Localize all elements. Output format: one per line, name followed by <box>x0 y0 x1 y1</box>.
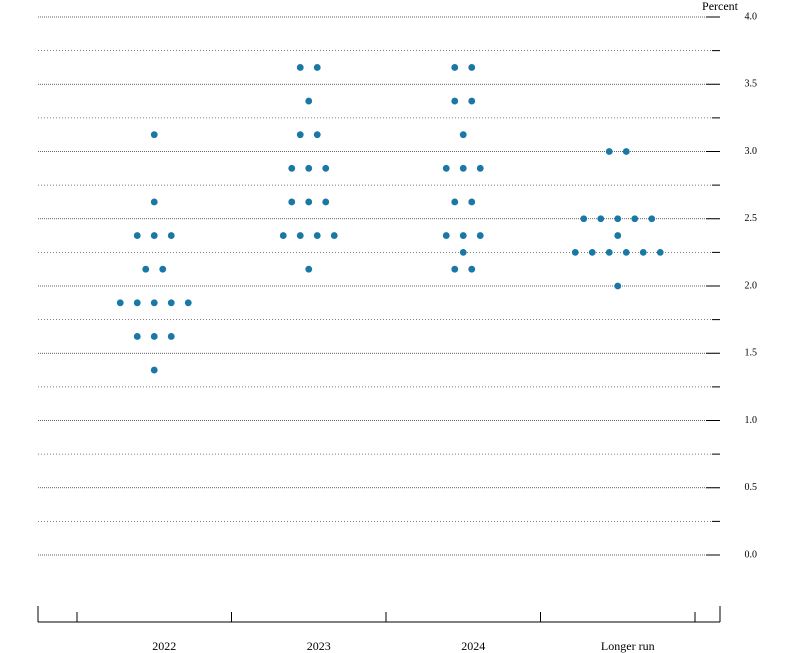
dot <box>313 232 321 239</box>
y-tick-label: 2.0 <box>745 280 758 291</box>
x-tick-label: Longer run <box>601 639 655 653</box>
dot <box>468 198 476 206</box>
y-tick-label: 3.5 <box>745 79 758 90</box>
dot <box>588 248 596 256</box>
dot <box>313 131 321 139</box>
dot <box>133 333 141 340</box>
dot <box>459 164 467 172</box>
x-tick-label: 2022 <box>152 639 176 653</box>
dot <box>305 97 313 105</box>
dot <box>116 299 124 307</box>
dot <box>133 299 141 307</box>
y-tick-label: 3.0 <box>745 146 758 157</box>
dot <box>150 333 158 340</box>
dot <box>476 164 484 172</box>
dot <box>605 148 613 155</box>
dot <box>459 232 467 239</box>
y-tick-label: 1.0 <box>745 415 758 426</box>
dot <box>622 248 630 256</box>
dot <box>279 232 287 239</box>
dot <box>305 198 313 206</box>
y-tick-label: 0.0 <box>745 549 758 560</box>
y-tick-label: 2.5 <box>745 213 758 224</box>
dot <box>459 131 467 139</box>
dot <box>451 265 459 273</box>
dot <box>305 265 313 273</box>
dot <box>459 248 467 256</box>
y-axis-label: Percent <box>702 0 739 13</box>
y-tick-label: 1.5 <box>745 348 758 359</box>
x-tick-label: 2023 <box>307 639 331 653</box>
x-tick-label: 2024 <box>461 639 485 653</box>
dot <box>614 282 622 290</box>
dot <box>142 265 150 273</box>
dot <box>639 248 647 256</box>
dot <box>468 97 476 105</box>
dot <box>296 64 304 71</box>
dot <box>296 131 304 139</box>
dot <box>451 64 459 71</box>
dot <box>656 248 664 256</box>
dot <box>288 164 296 172</box>
dot <box>468 265 476 273</box>
dot <box>631 215 639 223</box>
dot <box>614 215 622 223</box>
dot <box>305 164 313 172</box>
dot <box>442 164 450 172</box>
dot <box>468 64 476 71</box>
dot <box>597 215 605 223</box>
dot <box>648 215 656 223</box>
dot <box>476 232 484 239</box>
dot <box>159 265 167 273</box>
dot <box>296 232 304 239</box>
dot <box>322 198 330 206</box>
dot <box>184 299 192 307</box>
dot <box>330 232 338 239</box>
dot <box>133 232 141 239</box>
dot <box>288 198 296 206</box>
dot <box>150 366 158 374</box>
dot <box>322 164 330 172</box>
dot <box>442 232 450 239</box>
dot <box>614 232 622 239</box>
dot <box>150 198 158 206</box>
dot <box>451 97 459 105</box>
dot <box>313 64 321 71</box>
y-tick-label: 0.5 <box>745 482 758 493</box>
dot <box>167 333 175 340</box>
y-tick-label: 4.0 <box>745 11 758 22</box>
dot <box>150 232 158 239</box>
dot <box>150 131 158 139</box>
dot <box>150 299 158 307</box>
dot <box>167 299 175 307</box>
dot <box>580 215 588 223</box>
dot <box>622 148 630 155</box>
dot <box>451 198 459 206</box>
dot <box>571 248 579 256</box>
dot <box>605 248 613 256</box>
dot <box>167 232 175 239</box>
